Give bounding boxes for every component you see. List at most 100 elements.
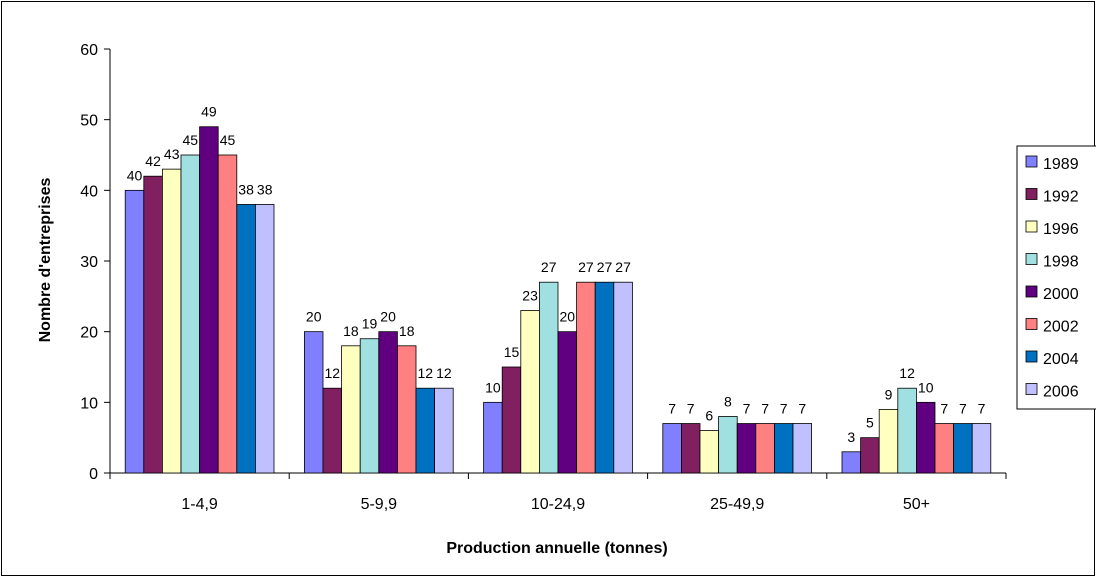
legend-label: 1996 xyxy=(1043,221,1079,238)
legend-swatch xyxy=(1025,383,1038,395)
bar xyxy=(378,331,398,474)
legend-label: 2006 xyxy=(1043,384,1079,401)
bar xyxy=(662,423,682,474)
data-label: 8 xyxy=(724,393,732,409)
data-label: 42 xyxy=(145,153,161,169)
data-label: 27 xyxy=(578,259,594,275)
x-axis-title: Production annuelle (tonnes) xyxy=(446,540,667,557)
data-label: 49 xyxy=(201,104,217,120)
bar xyxy=(199,126,219,474)
data-label: 12 xyxy=(418,365,434,381)
y-tick-label: 60 xyxy=(80,42,98,59)
legend: 1989 1992 1996 1998 2000 2002 2004 2006 xyxy=(1016,145,1097,410)
legend-swatch xyxy=(1025,285,1038,298)
legend-swatch xyxy=(1025,350,1038,363)
bar xyxy=(736,423,757,474)
legend-label: 2004 xyxy=(1043,351,1079,368)
bar xyxy=(341,345,361,474)
legend-swatch xyxy=(1025,318,1038,330)
data-label: 10 xyxy=(485,379,501,395)
bars xyxy=(124,126,992,474)
x-tick-label: 5-9,9 xyxy=(361,496,398,513)
legend-swatch xyxy=(1025,253,1038,265)
axes: 0 10 20 30 40 50 60 1-4,9 5-9,9 10-24,9 25-49,9 50+ xyxy=(80,42,1007,513)
bar xyxy=(539,281,559,474)
bar xyxy=(236,204,256,474)
data-label: 27 xyxy=(615,259,631,275)
bar xyxy=(699,430,720,474)
bar xyxy=(971,423,992,474)
legend-swatch xyxy=(1025,155,1038,168)
y-tick-label: 40 xyxy=(80,183,98,200)
bar xyxy=(878,408,899,474)
bar xyxy=(576,281,596,474)
data-label: 7 xyxy=(959,401,967,417)
bar xyxy=(303,331,324,474)
bar xyxy=(755,423,775,474)
data-label: 7 xyxy=(978,401,986,417)
data-label: 20 xyxy=(380,309,396,325)
data-label: 7 xyxy=(668,401,676,417)
data-label: 6 xyxy=(705,408,713,424)
data-label: 9 xyxy=(885,386,893,402)
data-label: 7 xyxy=(761,401,769,417)
legend-label: 1998 xyxy=(1043,254,1079,271)
data-label: 7 xyxy=(743,401,751,417)
data-label: 38 xyxy=(257,181,273,197)
bar xyxy=(718,416,738,474)
data-label: 43 xyxy=(164,146,180,162)
bar xyxy=(254,204,275,474)
data-label: 20 xyxy=(306,309,322,325)
y-axis-title: Nombre d'entreprises xyxy=(37,178,54,343)
bar xyxy=(860,437,880,474)
legend-label: 1989 xyxy=(1043,156,1079,173)
x-tick-label: 1-4,9 xyxy=(181,496,218,513)
y-tick-label: 50 xyxy=(80,113,98,130)
legend-box xyxy=(1016,145,1097,410)
x-tick-label: 10-24,9 xyxy=(531,496,585,513)
data-label: 27 xyxy=(541,259,557,275)
data-label: 7 xyxy=(940,401,948,417)
bar xyxy=(322,387,343,474)
bar xyxy=(161,168,182,474)
y-tick-label: 20 xyxy=(80,325,98,342)
data-label: 12 xyxy=(899,365,915,381)
bar xyxy=(841,451,862,474)
legend-label: 2002 xyxy=(1043,319,1079,336)
bar xyxy=(217,154,238,474)
bar xyxy=(396,345,417,474)
data-label: 20 xyxy=(560,309,576,325)
bar xyxy=(180,154,201,474)
data-label: 12 xyxy=(325,365,341,381)
bar xyxy=(434,387,454,474)
x-tick-label: 25-49,9 xyxy=(710,496,764,513)
data-label: 45 xyxy=(220,132,236,148)
data-label: 18 xyxy=(343,323,359,339)
bar xyxy=(415,387,436,474)
bar xyxy=(557,331,578,474)
data-label: 45 xyxy=(183,132,199,148)
data-label: 27 xyxy=(597,259,613,275)
data-label: 5 xyxy=(866,415,874,431)
bar xyxy=(359,338,380,474)
bar xyxy=(143,175,163,474)
bar xyxy=(774,423,794,474)
bar xyxy=(594,281,615,474)
data-label: 23 xyxy=(522,287,538,303)
data-label: 18 xyxy=(399,323,415,339)
data-label: 15 xyxy=(504,344,520,360)
legend-label: 2000 xyxy=(1043,286,1079,303)
legend-swatch xyxy=(1025,220,1038,233)
data-label: 19 xyxy=(362,316,378,332)
bar xyxy=(916,401,936,474)
y-tick-label: 30 xyxy=(80,254,98,271)
legend-label: 1992 xyxy=(1043,189,1079,206)
legend-swatch xyxy=(1025,188,1038,200)
bar xyxy=(483,401,503,474)
data-label: 10 xyxy=(918,379,934,395)
bar xyxy=(792,423,813,474)
data-label: 7 xyxy=(687,401,695,417)
bar xyxy=(681,423,701,474)
